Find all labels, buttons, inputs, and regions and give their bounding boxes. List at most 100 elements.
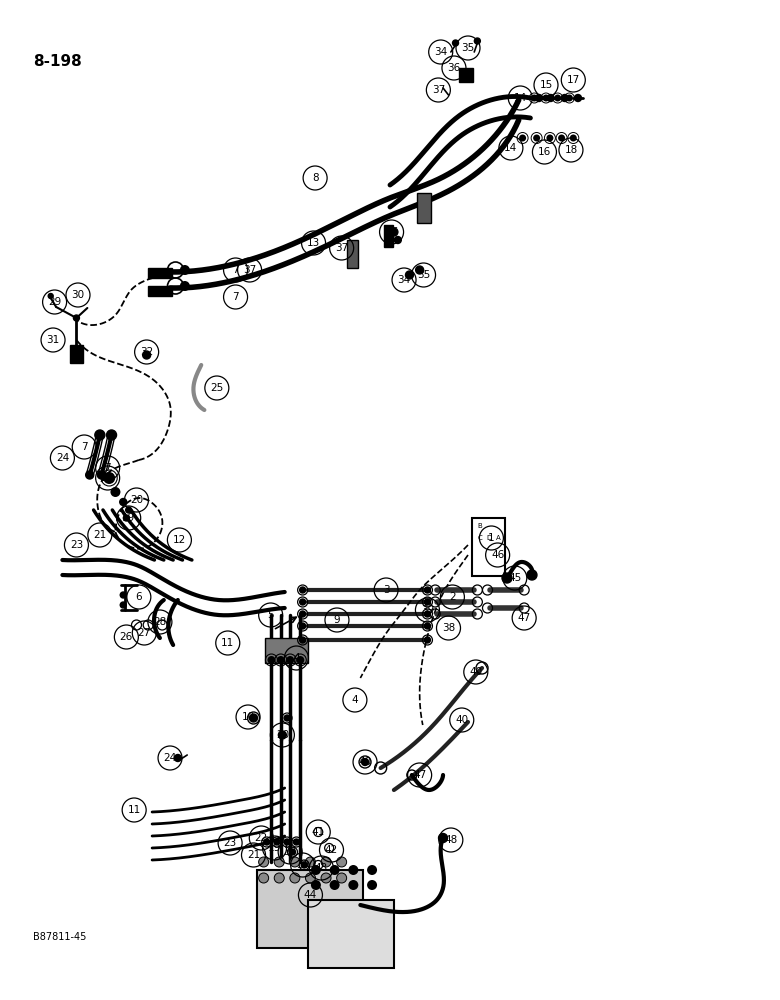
- Circle shape: [250, 714, 257, 722]
- Text: 1: 1: [488, 533, 495, 543]
- Circle shape: [98, 471, 105, 479]
- Bar: [472, 518, 505, 576]
- Circle shape: [284, 839, 290, 845]
- Text: 6: 6: [136, 592, 142, 602]
- Circle shape: [290, 857, 300, 867]
- Bar: [265, 638, 308, 663]
- Circle shape: [103, 472, 115, 484]
- Text: 28: 28: [154, 617, 166, 627]
- Circle shape: [259, 857, 268, 867]
- Text: A: A: [496, 535, 501, 541]
- Text: 5: 5: [268, 610, 274, 620]
- Text: 11: 11: [128, 805, 140, 815]
- Circle shape: [362, 758, 368, 766]
- Circle shape: [390, 228, 398, 236]
- Circle shape: [424, 599, 431, 605]
- Text: 21: 21: [247, 850, 260, 860]
- Circle shape: [566, 95, 573, 102]
- Text: 34: 34: [434, 47, 447, 57]
- Circle shape: [120, 602, 126, 608]
- Circle shape: [527, 570, 537, 580]
- Circle shape: [300, 611, 306, 617]
- Text: 37: 37: [335, 243, 348, 253]
- Circle shape: [367, 880, 377, 890]
- Text: 16: 16: [538, 147, 551, 157]
- Circle shape: [321, 873, 331, 883]
- Circle shape: [337, 857, 346, 867]
- Circle shape: [311, 880, 321, 890]
- Text: 48: 48: [445, 835, 457, 845]
- Circle shape: [290, 873, 300, 883]
- Text: 8-198: 8-198: [33, 54, 82, 70]
- Circle shape: [424, 623, 431, 629]
- Circle shape: [274, 839, 280, 845]
- Text: 41: 41: [312, 827, 324, 837]
- Text: 22: 22: [255, 833, 268, 843]
- Text: 40: 40: [359, 757, 371, 767]
- Circle shape: [275, 857, 284, 867]
- Text: 30: 30: [72, 290, 84, 300]
- Circle shape: [301, 862, 307, 868]
- Circle shape: [562, 95, 568, 102]
- Text: 38: 38: [284, 847, 296, 857]
- Text: D: D: [487, 535, 492, 541]
- Circle shape: [286, 656, 294, 664]
- Text: 9: 9: [334, 615, 340, 625]
- Text: 11: 11: [222, 638, 234, 648]
- Circle shape: [175, 754, 181, 762]
- Text: 24: 24: [56, 453, 69, 463]
- Circle shape: [73, 315, 80, 321]
- Text: 18: 18: [565, 145, 577, 155]
- Text: 2: 2: [449, 592, 456, 602]
- Circle shape: [395, 236, 401, 243]
- Circle shape: [120, 592, 126, 598]
- Text: 32: 32: [140, 347, 153, 357]
- Circle shape: [107, 430, 116, 440]
- Bar: [70, 345, 83, 363]
- Circle shape: [277, 656, 285, 664]
- Text: 43: 43: [315, 863, 328, 873]
- Circle shape: [120, 498, 126, 506]
- Circle shape: [367, 865, 377, 875]
- Circle shape: [293, 839, 300, 845]
- Circle shape: [300, 637, 306, 643]
- Text: 8: 8: [312, 173, 318, 183]
- Circle shape: [278, 731, 286, 739]
- Circle shape: [275, 873, 284, 883]
- Text: 35: 35: [462, 43, 474, 53]
- Circle shape: [300, 623, 306, 629]
- Bar: [417, 193, 431, 223]
- Text: 38: 38: [442, 623, 455, 633]
- Text: 46: 46: [491, 550, 504, 560]
- Circle shape: [536, 95, 542, 102]
- Circle shape: [86, 471, 94, 479]
- Circle shape: [337, 873, 346, 883]
- Text: 13: 13: [307, 238, 320, 248]
- Text: 31: 31: [47, 335, 59, 345]
- Text: 34: 34: [398, 275, 410, 285]
- Circle shape: [349, 880, 358, 890]
- Bar: [308, 900, 394, 968]
- Text: 20: 20: [130, 495, 143, 505]
- Text: 22: 22: [101, 473, 114, 483]
- Circle shape: [416, 266, 424, 274]
- Circle shape: [558, 134, 565, 141]
- Text: 35: 35: [417, 270, 430, 280]
- Circle shape: [406, 271, 413, 279]
- Circle shape: [180, 281, 190, 291]
- Text: 25: 25: [211, 383, 223, 393]
- Bar: [257, 870, 363, 948]
- Text: 45: 45: [509, 573, 521, 583]
- Circle shape: [284, 715, 290, 721]
- Text: 29: 29: [48, 297, 61, 307]
- Circle shape: [519, 134, 526, 141]
- Circle shape: [123, 515, 129, 521]
- Text: 19: 19: [268, 843, 281, 853]
- Circle shape: [474, 38, 480, 44]
- Text: 47: 47: [518, 613, 530, 623]
- Circle shape: [306, 857, 315, 867]
- Circle shape: [143, 351, 151, 359]
- Circle shape: [259, 873, 268, 883]
- Text: 4: 4: [293, 653, 300, 663]
- Text: 26: 26: [120, 632, 133, 642]
